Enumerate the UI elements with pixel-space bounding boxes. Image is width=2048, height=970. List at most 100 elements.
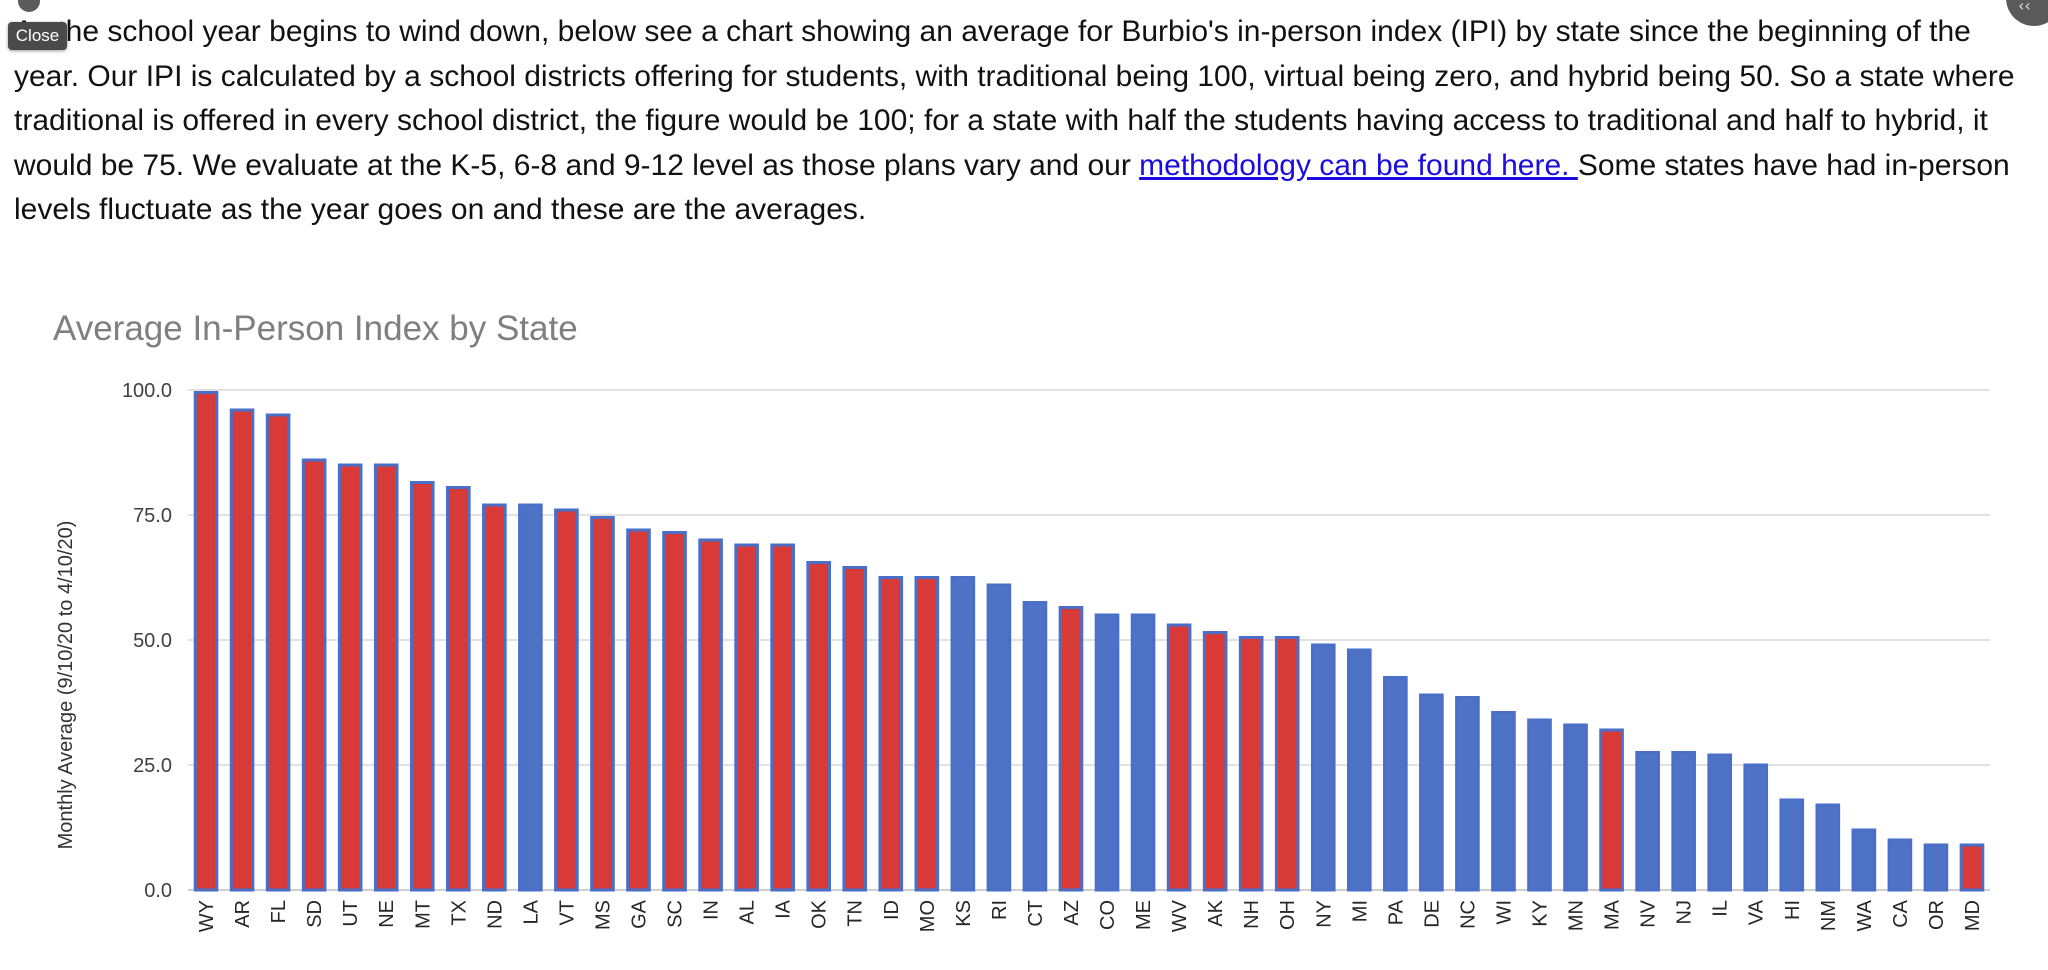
bar-ny bbox=[1310, 643, 1336, 892]
bar-ut bbox=[337, 463, 363, 892]
bar-nj bbox=[1671, 751, 1696, 892]
x-tick-label: RI bbox=[989, 900, 1011, 920]
bar-nv bbox=[1635, 751, 1660, 892]
x-tick-label: MA bbox=[1602, 899, 1624, 930]
x-tick-label: AK bbox=[1205, 899, 1227, 926]
intro-text-end: Some states have had in-person levels fl… bbox=[14, 148, 2010, 227]
x-tick-label: LA bbox=[520, 899, 542, 924]
bar-oh bbox=[1274, 636, 1300, 892]
x-tick-label: MN bbox=[1566, 900, 1588, 931]
bar-ky bbox=[1527, 718, 1552, 892]
bar-ak bbox=[1202, 631, 1228, 892]
x-tick-label: MD bbox=[1962, 900, 1984, 931]
y-tick-label: 0.0 bbox=[144, 880, 172, 902]
bar-vt bbox=[554, 508, 579, 892]
x-tick-label: DE bbox=[1421, 900, 1443, 928]
bar-mi bbox=[1346, 648, 1372, 892]
x-tick-label: SC bbox=[665, 900, 687, 928]
x-tick-label: KY bbox=[1530, 900, 1552, 927]
bar-or bbox=[1923, 843, 1949, 892]
x-tick-label: WA bbox=[1854, 899, 1876, 931]
bar-ne bbox=[373, 463, 399, 892]
chart-container: Average In-Person Index by State Monthly… bbox=[0, 280, 2048, 966]
bar-wv bbox=[1166, 623, 1192, 892]
bar-va bbox=[1743, 763, 1769, 892]
bar-chart: Average In-Person Index by State Monthly… bbox=[53, 309, 1990, 932]
x-tick-label: NC bbox=[1457, 900, 1479, 929]
x-tick-label: CT bbox=[1025, 900, 1047, 927]
bar-la bbox=[518, 503, 543, 892]
x-tick-label: AZ bbox=[1061, 900, 1083, 926]
x-tick-label: MS bbox=[592, 900, 614, 930]
bar-fl bbox=[265, 413, 291, 892]
bar-ms bbox=[590, 516, 615, 892]
bar-az bbox=[1058, 606, 1084, 892]
bar-tn bbox=[842, 566, 868, 892]
x-tick-label: CA bbox=[1890, 899, 1912, 927]
x-tick-label: PA bbox=[1385, 899, 1407, 925]
y-tick-label: 100.0 bbox=[122, 380, 172, 402]
bar-mn bbox=[1563, 723, 1588, 892]
x-tick-label: MT bbox=[412, 900, 434, 929]
x-tick-label: VA bbox=[1746, 899, 1768, 925]
x-tick-label: GA bbox=[629, 899, 651, 929]
x-tick-label: ID bbox=[881, 900, 903, 920]
y-axis-label: Monthly Average (9/10/20 to 4/10/20) bbox=[55, 521, 77, 850]
bar-nh bbox=[1238, 636, 1264, 892]
bar-wi bbox=[1491, 711, 1516, 892]
y-tick-label: 25.0 bbox=[133, 755, 172, 777]
x-tick-label: MO bbox=[917, 900, 939, 932]
x-tick-label: OK bbox=[809, 899, 831, 929]
x-tick-label: TX bbox=[448, 900, 470, 926]
chevron-left-icon: ‹‹ bbox=[2018, 0, 2031, 15]
bar-tx bbox=[445, 486, 471, 892]
close-dot-icon bbox=[18, 0, 40, 12]
x-tick-label: NE bbox=[376, 900, 398, 928]
bar-al bbox=[734, 543, 759, 892]
bar-id bbox=[878, 576, 904, 892]
x-tick-label: ME bbox=[1133, 900, 1155, 930]
bar-ri bbox=[986, 583, 1012, 892]
bar-il bbox=[1707, 753, 1733, 892]
intro-paragraph: As the school year begins to wind down, … bbox=[14, 10, 2024, 233]
bar-ca bbox=[1887, 838, 1913, 892]
intro-text: As the school year begins to wind down, … bbox=[14, 15, 2015, 182]
close-button[interactable]: Close bbox=[8, 22, 67, 50]
x-tick-label: NH bbox=[1241, 900, 1263, 929]
x-tick-label: OR bbox=[1926, 900, 1948, 930]
x-tick-labels: WY AR FL SD UT NE MT TX ND LA VT MS GA SC IN AL IA OK TN ID… bbox=[196, 899, 1984, 932]
bar-ga bbox=[626, 528, 651, 892]
bar-nc bbox=[1455, 696, 1480, 892]
x-tick-label: WY bbox=[196, 900, 218, 932]
bar-wy bbox=[193, 391, 219, 892]
bar-ma bbox=[1599, 728, 1624, 892]
x-tick-label: ND bbox=[484, 900, 506, 929]
bar-pa bbox=[1383, 676, 1408, 892]
y-tick-label: 75.0 bbox=[133, 505, 172, 527]
bar-wa bbox=[1851, 828, 1877, 892]
bar-ks bbox=[950, 576, 976, 892]
x-tick-label: IA bbox=[773, 899, 795, 919]
methodology-link[interactable]: methodology can be found here. bbox=[1139, 148, 1578, 182]
y-tick-labels: 0.0 25.0 50.0 75.0 100.0 bbox=[122, 380, 172, 902]
x-tick-label: NM bbox=[1818, 900, 1840, 931]
x-tick-label: NJ bbox=[1674, 900, 1696, 924]
x-tick-label: UT bbox=[340, 900, 362, 927]
x-tick-label: NV bbox=[1638, 899, 1660, 927]
bar-mt bbox=[409, 481, 435, 892]
bar-de bbox=[1419, 693, 1444, 892]
x-tick-label: IL bbox=[1710, 900, 1732, 917]
x-tick-label: KS bbox=[953, 900, 975, 927]
bar-nm bbox=[1815, 803, 1841, 892]
bar-in bbox=[698, 538, 723, 892]
x-tick-label: VT bbox=[556, 900, 578, 926]
x-tick-label: FL bbox=[268, 900, 290, 923]
x-tick-label: AR bbox=[232, 900, 254, 928]
x-tick-label: WV bbox=[1169, 899, 1191, 932]
x-tick-label: OH bbox=[1277, 900, 1299, 930]
x-tick-label: AL bbox=[737, 900, 759, 924]
x-tick-label: MI bbox=[1349, 900, 1371, 922]
bars bbox=[193, 391, 1985, 892]
x-tick-label: SD bbox=[304, 900, 326, 928]
x-tick-label: IN bbox=[701, 900, 723, 920]
